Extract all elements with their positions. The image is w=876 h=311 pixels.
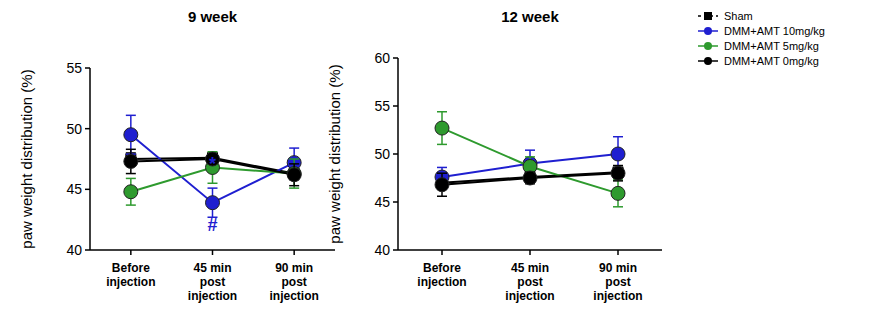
marker	[124, 185, 138, 199]
marker	[206, 196, 220, 210]
x-tick-label: 45 minpostinjection	[505, 261, 554, 303]
y-tick-label: 40	[66, 242, 82, 258]
legend-marker	[704, 27, 712, 35]
y-tick	[85, 67, 90, 69]
x-tick-line: injection	[269, 289, 318, 303]
series	[435, 112, 625, 207]
x-tick	[529, 250, 531, 255]
x-tick	[441, 250, 443, 255]
x-tick	[617, 250, 619, 255]
y-tick-label: 60	[374, 50, 390, 66]
marker	[435, 121, 449, 135]
series	[124, 152, 301, 205]
legend-label: DMM+AMT 10mg/kg	[724, 25, 825, 37]
legend-marker	[704, 12, 712, 20]
error-bar	[208, 152, 218, 184]
legend-marker	[704, 57, 712, 65]
x-tick-label: Beforeinjection	[106, 261, 155, 289]
series	[124, 149, 301, 185]
x-tick-line: post	[605, 275, 630, 289]
legend-label: DMM+AMT 0mg/kg	[724, 55, 819, 67]
marker	[287, 168, 301, 182]
title: 9 week	[188, 8, 238, 25]
x-tick	[130, 250, 132, 255]
y-tick	[393, 105, 398, 107]
x-tick-line: post	[281, 275, 306, 289]
marker	[611, 186, 625, 200]
series-line	[442, 128, 618, 193]
x-tick-label: 45 minpostinjection	[188, 261, 237, 303]
x-tick	[293, 250, 295, 255]
y-tick-label: 55	[374, 98, 390, 114]
marker	[523, 171, 537, 185]
y-tick	[393, 153, 398, 155]
annotation: #	[207, 215, 217, 235]
marker	[611, 147, 625, 161]
panel: 12 week paw weight distribution (%) 40 45 50…	[326, 8, 662, 303]
x-tick-line: 90 min	[599, 261, 637, 275]
series	[435, 137, 625, 187]
marker	[611, 166, 625, 180]
data-area	[435, 112, 625, 207]
series	[124, 115, 301, 217]
x-tick	[212, 250, 214, 255]
y-tick	[393, 57, 398, 59]
panel: 9 week paw weight distribution (%) 40 45 50 5…	[18, 8, 335, 303]
y-tick	[393, 201, 398, 203]
x-tick-label: 90 minpostinjection	[269, 261, 318, 303]
y-label: paw weight distribution (%)	[18, 69, 35, 248]
x-tick-line: 45 min	[511, 261, 549, 275]
marker	[435, 178, 449, 192]
y-axis	[89, 68, 91, 250]
x-tick-line: 90 min	[275, 261, 313, 275]
x-tick-line: 45 min	[193, 261, 231, 275]
x-tick-line: post	[200, 275, 225, 289]
x-tick-line: injection	[505, 289, 554, 303]
x-tick-line: Before	[423, 261, 461, 275]
marker	[124, 154, 138, 168]
y-tick	[85, 128, 90, 130]
x-tick-line: injection	[106, 275, 155, 289]
y-tick-label: 40	[374, 242, 390, 258]
x-tick-line: post	[517, 275, 542, 289]
y-tick-label: 45	[66, 181, 82, 197]
legend-marker	[704, 42, 712, 50]
y-tick-label: 50	[66, 121, 82, 137]
legend: Sham DMM+AMT 10mg/kg DMM+AMT 5mg/kg DMM+AMT…	[698, 10, 825, 67]
y-tick	[393, 249, 398, 251]
y-tick-label: 55	[66, 60, 82, 76]
marker	[124, 128, 138, 142]
x-tick-line: Before	[112, 261, 150, 275]
data-area	[124, 115, 301, 217]
annotation: *	[209, 154, 216, 174]
x-tick-line: injection	[417, 275, 466, 289]
legend-label: DMM+AMT 5mg/kg	[724, 40, 819, 52]
figure: 9 week paw weight distribution (%) 40 45 50 5…	[0, 0, 876, 311]
x-tick-line: injection	[593, 289, 642, 303]
y-tick	[85, 249, 90, 251]
title: 12 week	[501, 8, 559, 25]
y-tick-label: 45	[374, 194, 390, 210]
series	[435, 166, 625, 197]
y-tick	[85, 189, 90, 191]
y-tick-label: 50	[374, 146, 390, 162]
legend-label: Sham	[724, 10, 753, 22]
x-tick-label: 90 minpostinjection	[593, 261, 642, 303]
x-tick-label: Beforeinjection	[417, 261, 466, 289]
x-tick-line: injection	[188, 289, 237, 303]
y-label: paw weight distribution (%)	[326, 64, 343, 243]
